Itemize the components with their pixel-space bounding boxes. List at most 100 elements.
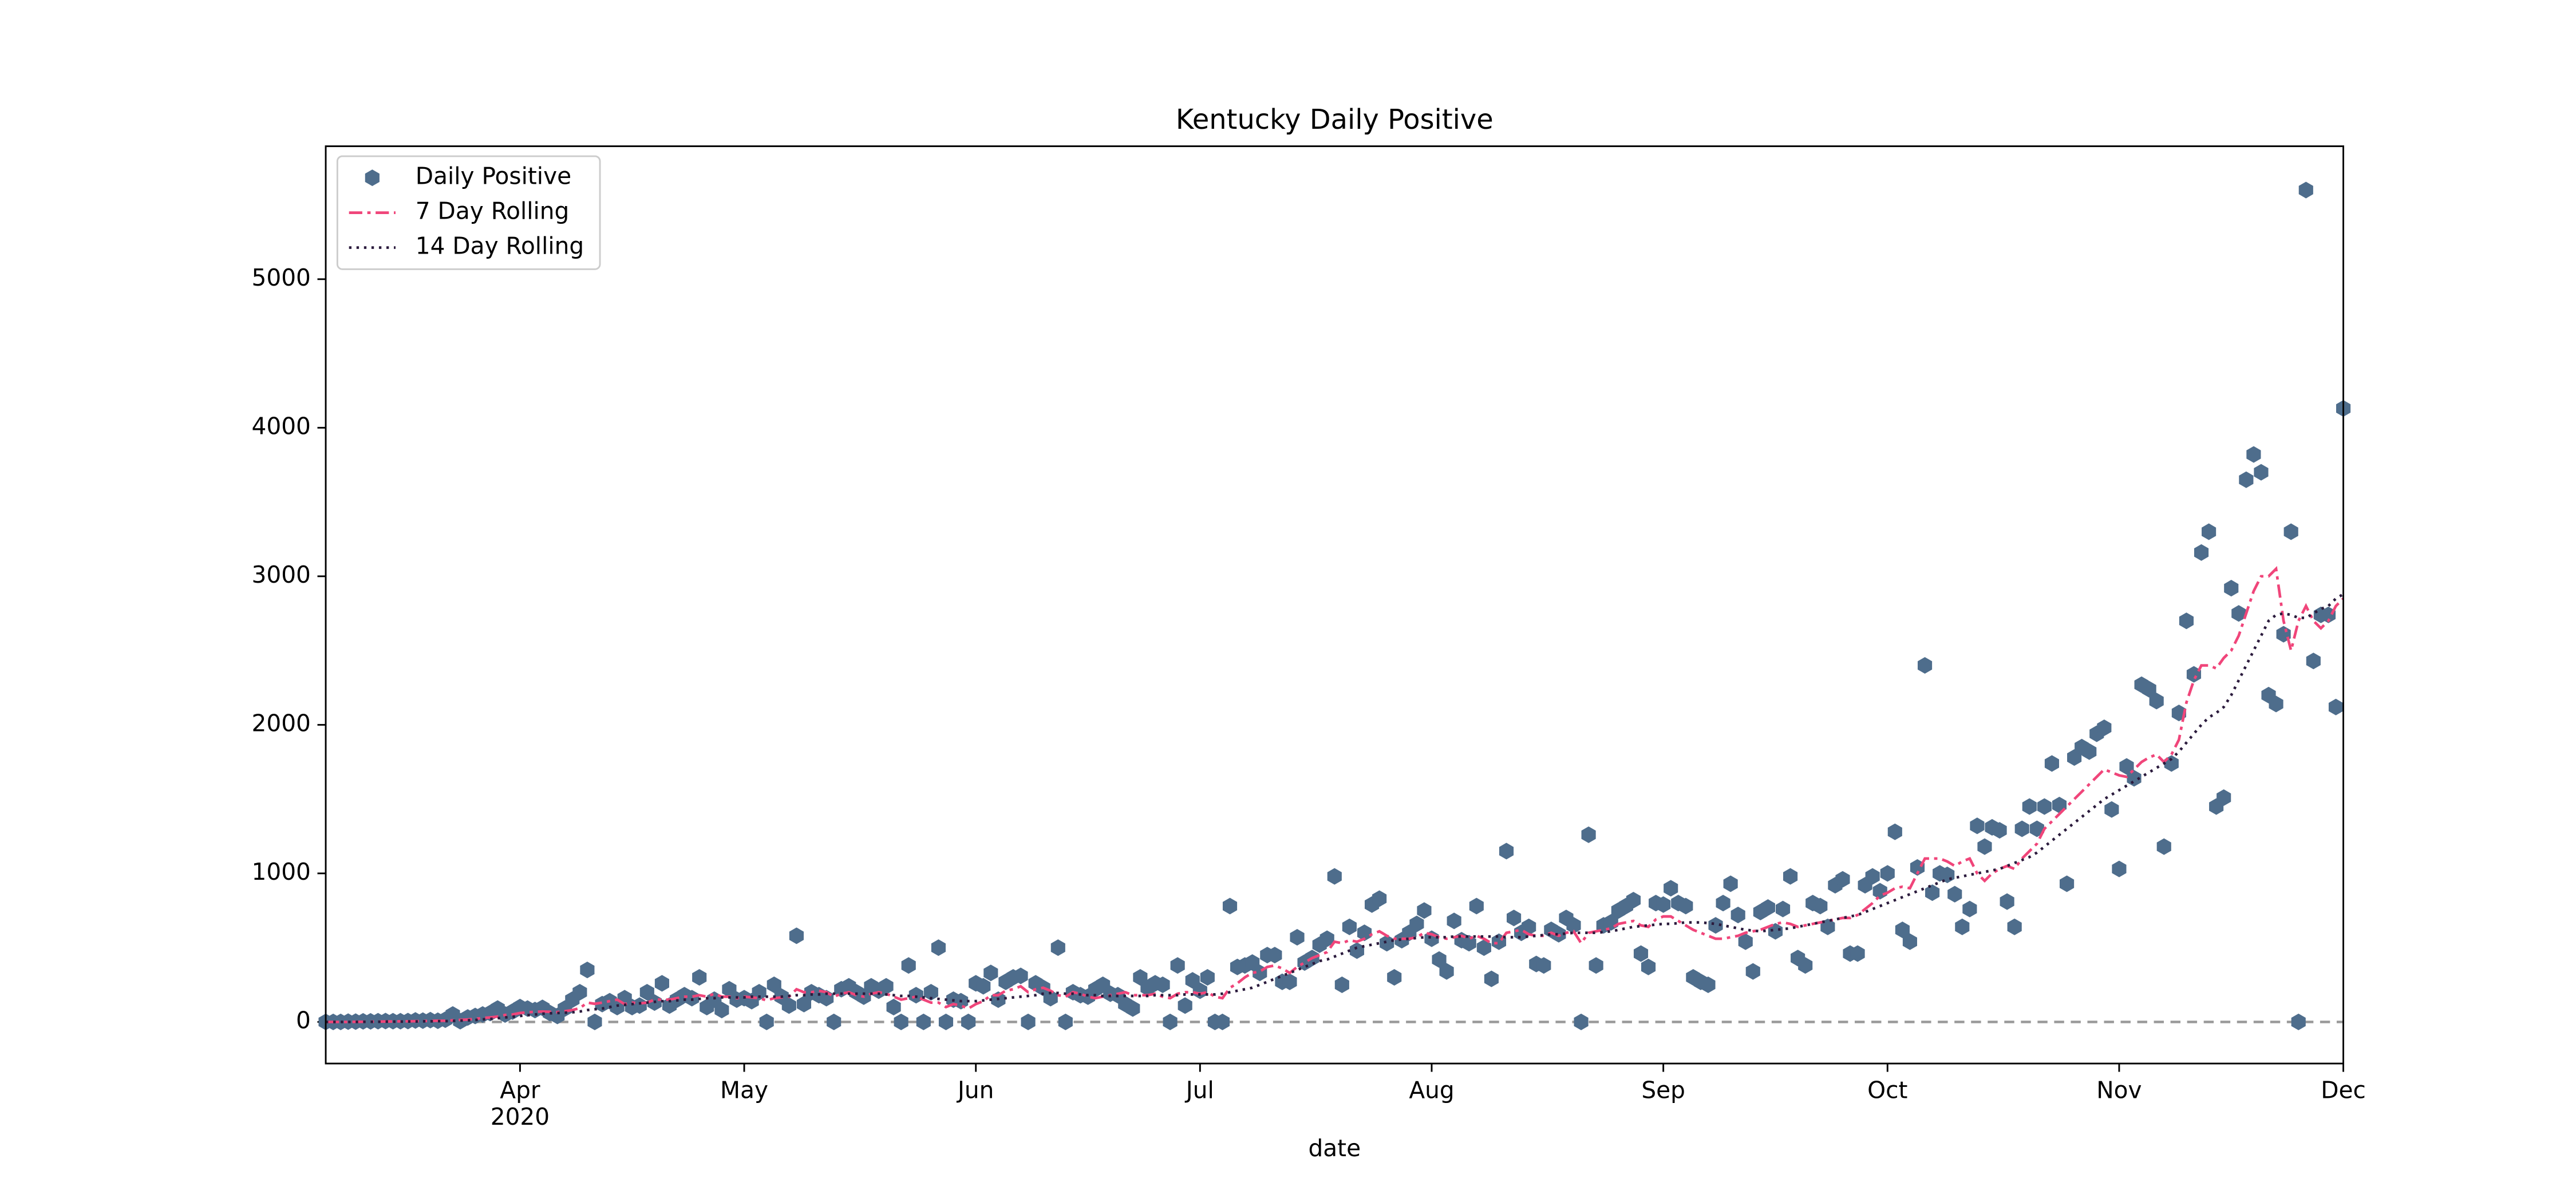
legend-label: Daily Positive <box>416 163 571 190</box>
data-point <box>879 978 894 995</box>
data-point <box>1701 976 1716 994</box>
data-point <box>1574 1013 1589 1030</box>
data-point <box>639 983 654 1001</box>
data-point <box>1880 865 1895 882</box>
data-point <box>1992 822 2007 839</box>
data-point <box>587 1013 602 1030</box>
data-point <box>1566 917 1581 934</box>
x-tick-sublabel: 2020 <box>491 1103 550 1130</box>
data-point <box>961 1013 976 1030</box>
x-tick-label: May <box>720 1076 768 1104</box>
data-point <box>2059 875 2075 892</box>
data-point <box>1730 907 1745 924</box>
data-point <box>1775 900 1791 918</box>
chart-title: Kentucky Daily Positive <box>1176 104 1494 136</box>
data-point <box>2306 653 2321 670</box>
line-series <box>326 592 2344 1023</box>
data-point <box>827 1013 841 1030</box>
data-point <box>2291 1013 2306 1030</box>
data-point <box>1267 947 1282 964</box>
data-point <box>2254 464 2269 481</box>
data-point <box>1192 982 1207 999</box>
data-point <box>1626 892 1641 909</box>
y-tick-label: 5000 <box>252 264 311 291</box>
y-tick-label: 0 <box>296 1006 311 1034</box>
data-point <box>1716 895 1730 912</box>
data-point <box>1813 897 1828 915</box>
data-point <box>1447 912 1461 930</box>
legend-label: 14 Day Rolling <box>416 232 584 260</box>
data-point <box>1551 926 1566 943</box>
y-tick-label: 2000 <box>252 709 311 737</box>
data-point <box>2067 749 2082 766</box>
data-point <box>1185 972 1200 989</box>
data-point <box>1417 902 1432 919</box>
data-point <box>654 975 670 992</box>
data-point <box>2007 918 2022 935</box>
data-point <box>1678 897 1693 915</box>
data-point <box>1895 921 1910 939</box>
data-point <box>2202 523 2217 540</box>
data-point <box>894 1013 908 1030</box>
data-point <box>2149 693 2164 710</box>
legend-marker <box>365 169 380 187</box>
data-point <box>1342 918 1357 935</box>
data-point <box>1760 899 1775 916</box>
data-point <box>1768 923 1783 940</box>
legend-label: 7 Day Rolling <box>416 197 570 225</box>
data-point <box>1476 939 1491 956</box>
y-tick-label: 4000 <box>252 412 311 440</box>
data-point <box>1925 884 1940 902</box>
data-point <box>781 997 796 1014</box>
data-point <box>2127 770 2142 787</box>
data-point <box>2000 893 2014 910</box>
data-point <box>976 978 991 995</box>
data-point <box>1387 969 1402 986</box>
data-point <box>901 957 916 974</box>
data-point <box>767 976 781 994</box>
legend-box <box>336 155 601 270</box>
data-point <box>1409 915 1424 932</box>
data-point <box>1349 942 1365 959</box>
data-point <box>789 927 804 944</box>
data-point <box>1917 657 1933 674</box>
data-point <box>2142 681 2156 698</box>
x-tick-label: Dec <box>2321 1076 2366 1104</box>
data-point <box>1290 928 1305 946</box>
x-tick-label: Nov <box>2096 1076 2142 1104</box>
data-point <box>1589 957 1603 974</box>
data-point <box>1484 970 1499 987</box>
data-point <box>632 997 647 1014</box>
data-point <box>1319 930 1334 947</box>
data-point <box>2283 523 2298 540</box>
data-point <box>1245 954 1260 971</box>
data-point <box>1835 871 1850 888</box>
x-tick-label: Sep <box>1641 1076 1685 1104</box>
data-point <box>1507 910 1522 927</box>
data-point <box>2044 755 2060 772</box>
data-point <box>1970 817 1985 835</box>
data-point <box>1536 957 1551 974</box>
data-point <box>752 983 767 1001</box>
data-point <box>931 939 946 956</box>
data-point <box>2224 580 2239 597</box>
data-point <box>714 1002 729 1019</box>
data-point <box>1021 1013 1036 1030</box>
data-point <box>1282 973 1297 990</box>
data-point <box>1215 1013 1230 1030</box>
data-point <box>2014 820 2029 837</box>
data-point <box>1357 924 1372 942</box>
x-tick-label: Aug <box>1409 1076 1454 1104</box>
data-point <box>1745 963 1760 980</box>
data-point <box>2239 471 2254 488</box>
data-point <box>938 1013 954 1030</box>
data-point <box>1850 945 1865 962</box>
data-point <box>2029 820 2044 837</box>
x-tick-label: Jul <box>1184 1076 1214 1104</box>
x-axis-label: date <box>1308 1134 1361 1162</box>
data-point <box>1439 963 1454 980</box>
line-series <box>326 566 2345 1023</box>
data-point <box>916 1013 931 1030</box>
data-point <box>1902 933 1917 950</box>
